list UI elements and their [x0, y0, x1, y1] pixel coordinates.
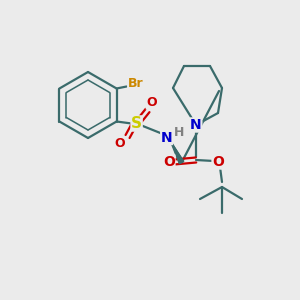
- Text: Br: Br: [128, 77, 143, 90]
- Text: H: H: [173, 126, 184, 139]
- Text: O: O: [163, 155, 175, 169]
- Text: N: N: [190, 118, 202, 132]
- Polygon shape: [172, 142, 183, 164]
- Text: O: O: [146, 96, 157, 109]
- Text: N: N: [161, 130, 172, 145]
- Text: O: O: [212, 155, 224, 169]
- Text: O: O: [114, 137, 125, 150]
- Polygon shape: [171, 142, 184, 164]
- Text: S: S: [131, 116, 142, 131]
